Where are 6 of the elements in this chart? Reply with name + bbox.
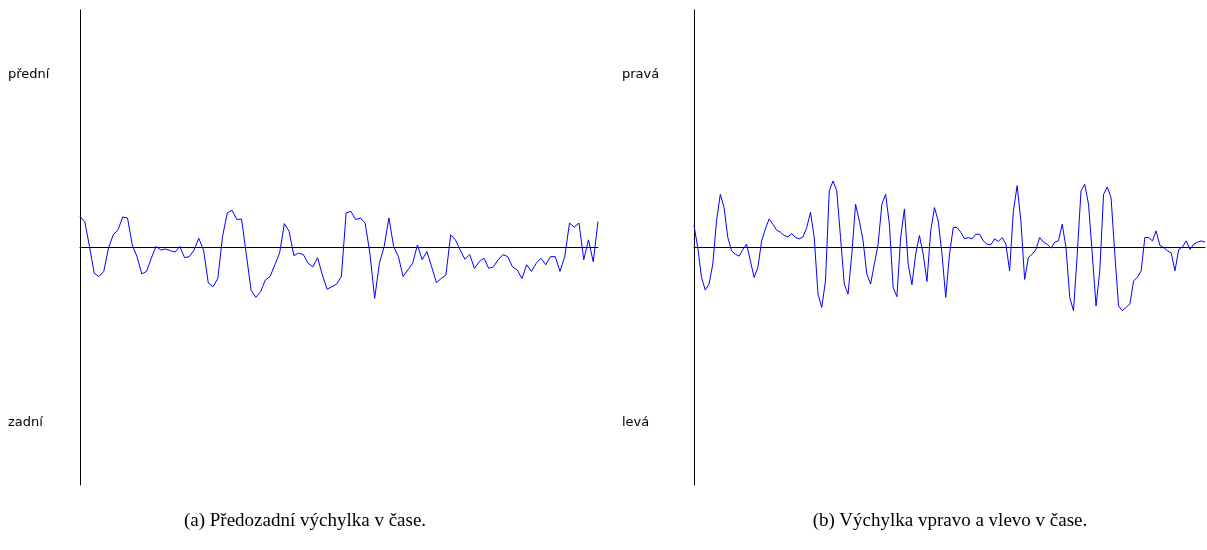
text: (b) Výchylka vpravo a vlevo v čase. <box>812 509 1088 531</box>
text: zadní <box>8 414 44 429</box>
text: levá <box>622 414 650 429</box>
text: (a) Předozadní výchylka v čase. <box>183 509 427 531</box>
text: pravá <box>622 66 660 81</box>
text: přední <box>8 66 50 81</box>
